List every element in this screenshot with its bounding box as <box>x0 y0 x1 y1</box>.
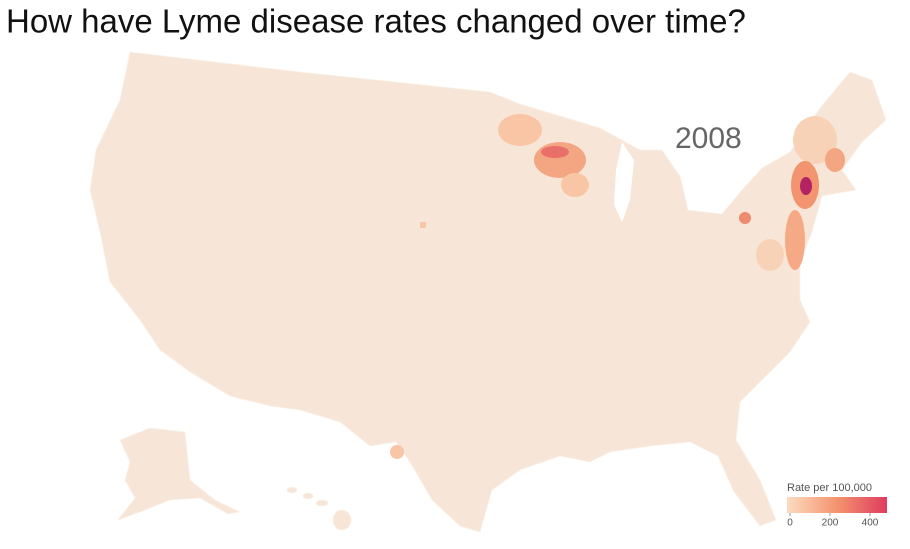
legend-tick-label: 0 <box>787 518 793 529</box>
legend-scale <box>787 497 887 513</box>
legend: Rate per 100,000 0 200 400 <box>787 482 887 529</box>
legend-tick-label: 200 <box>822 518 839 529</box>
hotspots <box>390 114 845 459</box>
legend-tick-label: 400 <box>862 518 879 529</box>
contiguous-us <box>89 51 887 533</box>
page-title: How have Lyme disease rates changed over… <box>6 3 746 40</box>
hawaii <box>286 486 352 531</box>
alaska <box>116 427 242 521</box>
legend-title: Rate per 100,000 <box>787 482 872 494</box>
lake-michigan <box>614 142 634 222</box>
us-map <box>89 51 887 533</box>
year-label: 2008 <box>675 122 742 155</box>
